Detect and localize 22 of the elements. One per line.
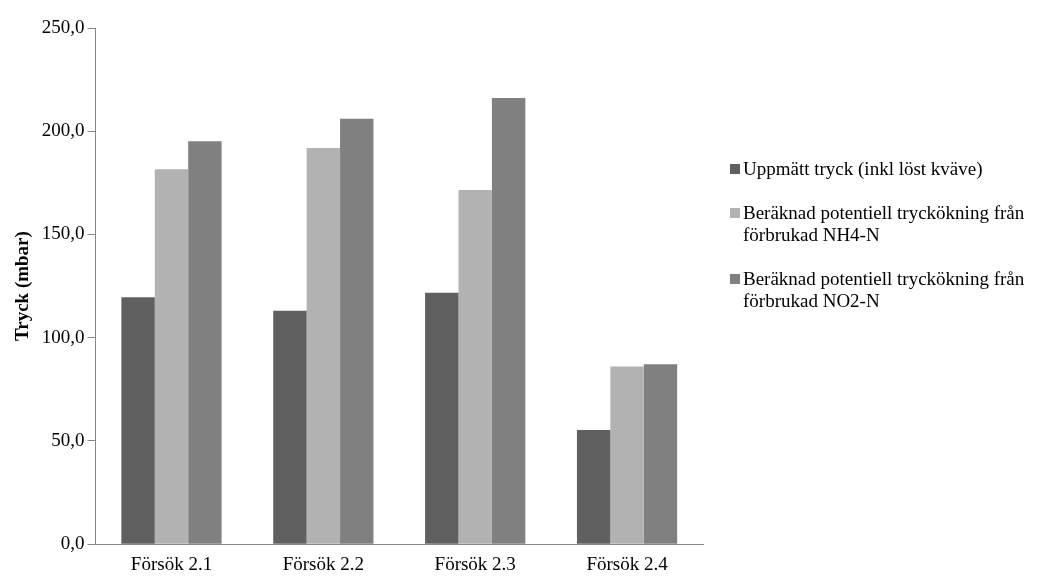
bar bbox=[154, 169, 189, 544]
y-tick-label: 200,0 bbox=[41, 119, 85, 141]
bar bbox=[576, 430, 611, 544]
x-tick-label: Försök 2.1 bbox=[130, 552, 213, 574]
y-tick-label: 0,0 bbox=[60, 532, 85, 554]
bar bbox=[458, 189, 492, 544]
bar bbox=[610, 366, 644, 544]
y-axis-title: Tryck (mbar) bbox=[11, 231, 34, 342]
bar bbox=[273, 310, 307, 544]
x-tick-label: Försök 2.2 bbox=[282, 552, 364, 574]
bar bbox=[121, 297, 155, 544]
y-tick-label: 100,0 bbox=[41, 325, 85, 347]
y-tick-label: 150,0 bbox=[41, 222, 85, 244]
bar bbox=[425, 292, 459, 544]
bar bbox=[306, 147, 341, 544]
y-tick-label: 250,0 bbox=[41, 15, 85, 37]
legend-label: Beräknad potentiell tryckökning från förbrukad NH4-N bbox=[743, 202, 1026, 246]
x-tick-label: Försök 2.3 bbox=[434, 552, 516, 574]
x-tick-label: Försök 2.4 bbox=[586, 552, 669, 574]
y-tick-label: 50,0 bbox=[51, 428, 85, 450]
legend-label: Beräknad potentiell tryckökning från förbrukad NO2-N bbox=[743, 268, 1026, 312]
legend-label: Uppmätt tryck (inkl löst kväve) bbox=[743, 158, 983, 180]
